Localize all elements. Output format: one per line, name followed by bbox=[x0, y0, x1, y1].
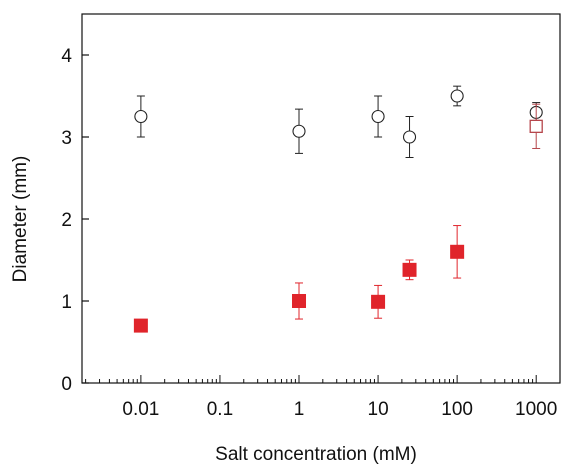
data-point bbox=[134, 95, 148, 138]
y-tick-label: 1 bbox=[61, 292, 72, 313]
x-tick-label: 1 bbox=[294, 399, 305, 420]
y-tick-label: 4 bbox=[61, 46, 72, 67]
y-tick-label: 3 bbox=[61, 128, 72, 149]
x-tick-label: 0.1 bbox=[207, 399, 233, 420]
plot-frame bbox=[81, 13, 561, 384]
data-marks bbox=[133, 85, 543, 333]
axes bbox=[81, 13, 561, 384]
x-axis-label: Salt concentration (mM) bbox=[215, 444, 417, 465]
open-circle-marker bbox=[371, 109, 385, 124]
filled-square-marker bbox=[133, 318, 148, 333]
open-square-marker bbox=[529, 119, 543, 133]
filled-square-marker bbox=[402, 262, 417, 277]
data-point bbox=[292, 108, 306, 154]
ticks: 0 1 2 3 4 0.01 0.1 1 10 100 1000 bbox=[61, 46, 561, 420]
x-tick-label: 0.01 bbox=[122, 399, 159, 420]
y-axis-label: Diameter (mm) bbox=[10, 156, 31, 283]
y-tick-label: 0 bbox=[61, 374, 72, 395]
data-point bbox=[450, 225, 465, 279]
open-circle-marker bbox=[450, 89, 464, 103]
y-tick-label: 2 bbox=[61, 210, 72, 231]
data-point bbox=[529, 103, 543, 149]
filled-square-marker bbox=[450, 244, 465, 259]
open-circle-marker bbox=[292, 124, 306, 138]
data-point bbox=[450, 85, 464, 107]
data-point bbox=[133, 318, 148, 333]
x-tick-label: 10 bbox=[368, 399, 389, 420]
open-circle-marker bbox=[402, 130, 417, 144]
filled-square-marker bbox=[371, 294, 386, 309]
data-point bbox=[402, 116, 417, 158]
data-point bbox=[371, 95, 385, 138]
data-point bbox=[402, 259, 417, 281]
data-point bbox=[292, 282, 307, 320]
filled-square-marker bbox=[292, 294, 307, 308]
x-tick-label: 100 bbox=[441, 399, 473, 420]
open-circle-marker bbox=[134, 109, 148, 124]
data-point bbox=[371, 284, 386, 319]
x-tick-label: 1000 bbox=[515, 399, 557, 420]
